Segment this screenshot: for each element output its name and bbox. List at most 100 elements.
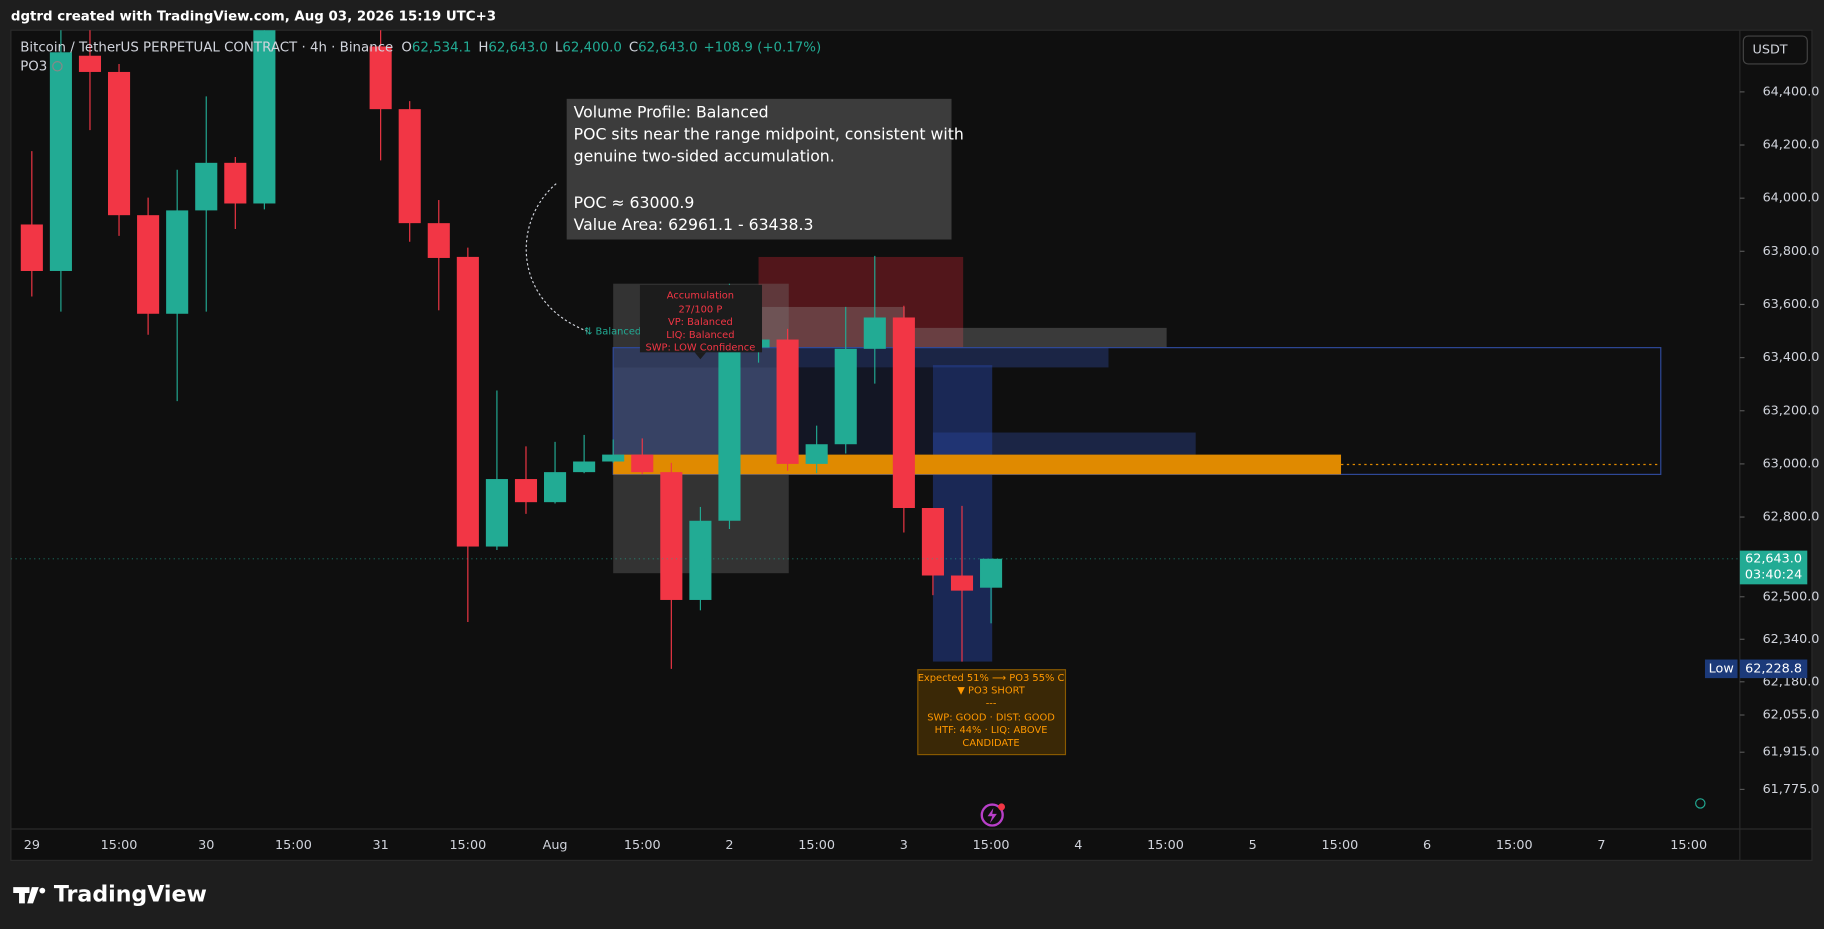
candle-body — [776, 339, 799, 464]
y-tick-label: 63,200.0 — [1763, 403, 1820, 418]
indicator-name[interactable]: PO3 — [20, 59, 47, 74]
annotation-line: Value Area: 62961.1 - 63438.3 — [574, 215, 814, 234]
watermark: dgtrd created with TradingView.com, Aug … — [11, 9, 496, 24]
x-tick-label: 15:00 — [624, 838, 661, 853]
y-tick-label: 61,775.0 — [1763, 782, 1820, 797]
bar-countdown: 03:40:24 — [1745, 568, 1802, 583]
annotation-line: Volume Profile: Balanced — [574, 102, 769, 121]
candle-body — [514, 479, 538, 503]
signal-line: CANDIDATE — [962, 738, 1019, 749]
candle-body — [573, 461, 596, 473]
y-tick-label: 64,200.0 — [1763, 138, 1820, 153]
x-tick-label: Aug — [543, 838, 568, 853]
liquidity-band — [905, 327, 1167, 348]
annotation-line: genuine two-sided accumulation. — [574, 146, 835, 165]
phase-label: SWP: LOW Confidence — [645, 343, 755, 354]
supply-zone — [758, 256, 964, 348]
candle-body — [253, 30, 276, 204]
candle-body — [195, 162, 218, 211]
ohlc-value: 62,400.0 — [562, 41, 621, 56]
brand-logo — [13, 887, 39, 904]
candles — [20, 30, 1003, 669]
candle-body — [950, 575, 974, 591]
candle-body — [689, 520, 712, 600]
candle-body — [921, 508, 944, 576]
phase-label: VP: Balanced — [668, 317, 733, 328]
candle-body — [544, 472, 567, 503]
candle-body — [456, 256, 479, 547]
x-tick-label: 30 — [198, 838, 214, 853]
signal-line: SWP: GOOD · DIST: GOOD — [927, 712, 1055, 723]
alert-icon[interactable] — [980, 803, 1004, 827]
symbol-title: Bitcoin / TetherUS PERPETUAL CONTRACT · … — [20, 41, 393, 56]
y-tick-label: 61,915.0 — [1763, 745, 1820, 760]
indicator-visibility[interactable] — [52, 61, 63, 72]
ohlc-value: 62,534.1 — [412, 41, 472, 56]
currency-label: USDT — [1753, 42, 1788, 57]
x-tick-label: 7 — [1597, 838, 1605, 853]
phase-label: 27/100 P — [678, 304, 722, 315]
y-tick-label: 62,800.0 — [1763, 510, 1820, 525]
x-tick-label: 3 — [900, 838, 908, 853]
candle-body — [20, 224, 43, 271]
value-area-band — [932, 432, 1196, 455]
candle-body — [224, 162, 247, 204]
candle-body — [78, 55, 102, 72]
candle-body — [49, 52, 72, 271]
x-tick-label: 15:00 — [1670, 838, 1707, 853]
x-tick-label: 15:00 — [1496, 838, 1533, 853]
y-tick-label: 63,600.0 — [1763, 297, 1820, 312]
y-tick-label: 63,000.0 — [1763, 456, 1820, 471]
currency-button[interactable] — [1742, 35, 1808, 65]
candle-body — [631, 454, 654, 473]
y-tick-label: 62,340.0 — [1763, 632, 1820, 647]
low-price-label: 62,228.8 — [1745, 661, 1802, 676]
annotation-line: POC sits near the range midpoint, consis… — [574, 124, 964, 143]
candle-body — [427, 223, 450, 258]
last-price-tag — [1739, 550, 1808, 585]
candle-body — [892, 317, 915, 509]
phase-label-box — [639, 284, 763, 353]
value-area-fill — [613, 367, 789, 455]
y-tick-label: 63,400.0 — [1763, 350, 1820, 365]
x-tick-label: 5 — [1249, 838, 1257, 853]
balance-tag: ⇅ Balanced — [584, 326, 641, 337]
phase-label: LIQ: Balanced — [666, 330, 734, 341]
x-tick-label: 29 — [24, 838, 40, 853]
x-tick-label: 15:00 — [1147, 838, 1184, 853]
y-tick-label: 63,800.0 — [1763, 244, 1820, 259]
low-tag-box — [1704, 659, 1738, 679]
annotation-arrow — [525, 183, 588, 332]
candle-body — [834, 348, 857, 445]
ohlc-key: L — [555, 41, 563, 56]
annotation-line: POC ≈ 63000.9 — [574, 193, 695, 212]
y-tick-label: 62,055.0 — [1763, 708, 1820, 723]
y-tick-label: 64,400.0 — [1763, 84, 1820, 99]
candle-body — [398, 109, 421, 224]
alert-dot — [998, 803, 1006, 811]
y-tick-label: 62,500.0 — [1763, 589, 1820, 604]
phase-label-pointer — [694, 352, 707, 360]
x-tick-label: 15:00 — [101, 838, 138, 853]
signal-line: HTF: 44% · LIQ: ABOVE — [935, 725, 1048, 736]
signal-line: ▼ PO3 SHORT — [957, 686, 1025, 697]
x-tick-label: 15:00 — [973, 838, 1010, 853]
x-tick-label: 4 — [1074, 838, 1082, 853]
candle-body — [107, 71, 131, 216]
candle-body — [485, 479, 508, 547]
brand-logo-dot — [39, 887, 46, 894]
candle-body — [660, 472, 683, 600]
x-tick-label: 15:00 — [1321, 838, 1358, 853]
candle-body — [602, 454, 625, 462]
x-tick-label: 15:00 — [275, 838, 312, 853]
brand[interactable]: TradingView — [54, 881, 207, 907]
candle-body — [369, 46, 392, 110]
x-tick-label: 31 — [373, 838, 389, 853]
indicator-icon — [1695, 798, 1706, 809]
alert-icon-bolt — [987, 808, 997, 824]
ohlc-key: C — [629, 41, 638, 56]
candle-body — [137, 215, 160, 314]
legend: Bitcoin / TetherUS PERPETUAL CONTRACT · … — [20, 41, 821, 56]
